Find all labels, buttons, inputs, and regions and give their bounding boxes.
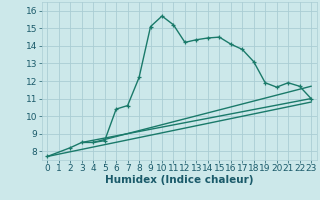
X-axis label: Humidex (Indice chaleur): Humidex (Indice chaleur) (105, 175, 253, 185)
